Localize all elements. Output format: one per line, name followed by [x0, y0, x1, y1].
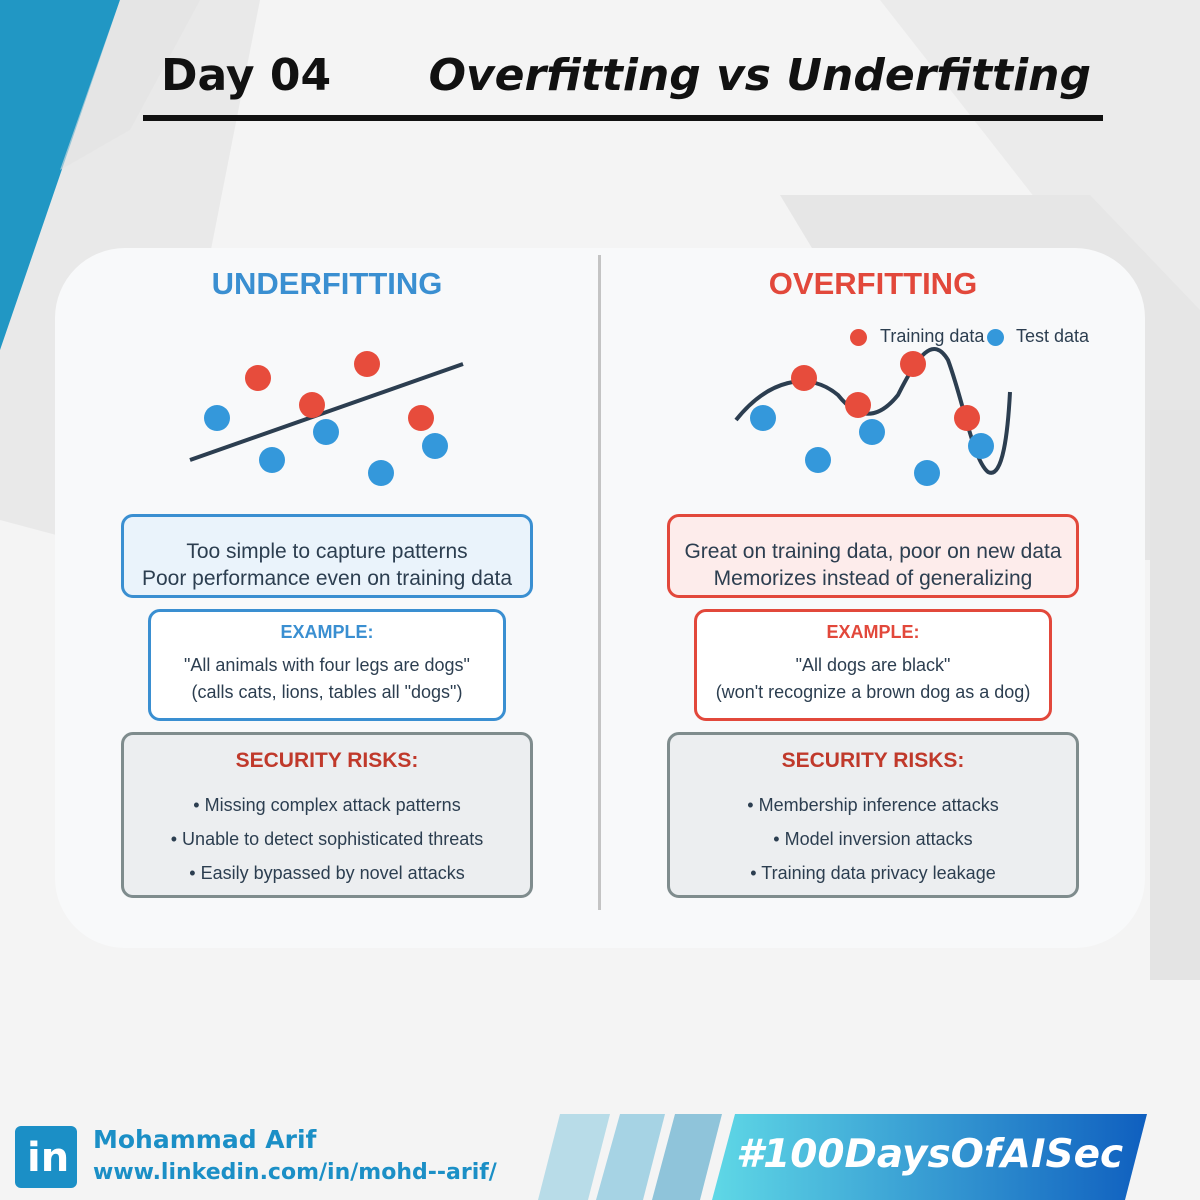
risk-item: • Training data privacy leakage — [750, 863, 996, 883]
overfitting-example: EXAMPLE: "All dogs are black" (won't rec… — [694, 609, 1052, 721]
training-point — [954, 405, 980, 431]
legend-test-label: Test data — [1016, 326, 1090, 346]
test-point — [750, 405, 776, 431]
test-point — [968, 433, 994, 459]
test-point — [313, 419, 339, 445]
description-line: Too simple to capture patterns — [186, 540, 468, 563]
overfitting-security-risks: SECURITY RISKS: • Membership inference a… — [667, 732, 1079, 898]
author-name: Mohammad Arif — [93, 1125, 317, 1154]
training-point — [408, 405, 434, 431]
test-point — [259, 447, 285, 473]
plot-legend: Training data Test data — [850, 325, 1100, 349]
test-data-legend-icon — [987, 329, 1004, 346]
training-point — [900, 351, 926, 377]
overfitting-title: OVERFITTING — [768, 266, 978, 301]
header: Day 04 Overfitting vs Underfitting — [145, 48, 1103, 114]
example-line: (won't recognize a brown dog as a dog) — [715, 682, 1031, 702]
test-point — [859, 419, 885, 445]
test-point — [914, 460, 940, 486]
overfitting-plot — [734, 347, 1012, 486]
underfitting-example: EXAMPLE: "All animals with four legs are… — [148, 609, 506, 721]
risks-heading: SECURITY RISKS: — [235, 749, 419, 772]
training-point — [299, 392, 325, 418]
overfitting-description: Great on training data, poor on new data… — [667, 514, 1079, 598]
linkedin-logo-icon[interactable]: in — [15, 1126, 77, 1188]
risk-item: • Missing complex attack patterns — [193, 795, 461, 815]
hashtag-banner: #100DaysOfAISec — [736, 1132, 1124, 1177]
test-point — [204, 405, 230, 431]
training-point — [845, 392, 871, 418]
description-line: Great on training data, poor on new data — [684, 540, 1062, 563]
day-label: Day 04 — [161, 50, 332, 101]
training-data-legend-icon — [850, 329, 867, 346]
title-underline — [143, 115, 1103, 121]
risk-item: • Model inversion attacks — [773, 829, 973, 849]
example-line: "All animals with four legs are dogs" — [184, 655, 470, 675]
column-divider — [598, 255, 601, 910]
risk-item: • Membership inference attacks — [747, 795, 999, 815]
training-point — [791, 365, 817, 391]
underfitting-security-risks: SECURITY RISKS: • Missing complex attack… — [121, 732, 533, 898]
underfitting-title: UNDERFITTING — [211, 266, 443, 301]
underfitting-description: Too simple to capture patterns Poor perf… — [121, 514, 533, 598]
page-title: Overfitting vs Underfitting — [428, 50, 1091, 101]
underfitting-plot — [189, 351, 464, 486]
description-line: Poor performance even on training data — [141, 567, 513, 590]
test-point — [805, 447, 831, 473]
overfitting-fit-curve — [734, 347, 1012, 475]
description-line: Memorizes instead of generalizing — [713, 567, 1033, 590]
profile-link[interactable]: www.linkedin.com/in/mohd--arif/ — [93, 1160, 497, 1185]
test-point — [368, 460, 394, 486]
training-point — [245, 365, 271, 391]
legend-training-label: Training data — [880, 326, 985, 346]
training-point — [354, 351, 380, 377]
example-heading: EXAMPLE: — [280, 622, 374, 642]
example-line: "All dogs are black" — [795, 655, 951, 675]
risks-heading: SECURITY RISKS: — [781, 749, 965, 772]
risk-item: • Unable to detect sophisticated threats — [170, 829, 484, 849]
example-line: (calls cats, lions, tables all "dogs") — [191, 682, 463, 702]
underfitting-fit-line — [189, 362, 464, 462]
test-point — [422, 433, 448, 459]
risk-item: • Easily bypassed by novel attacks — [189, 863, 465, 883]
linkedin-logo-text: in — [27, 1135, 70, 1181]
example-heading: EXAMPLE: — [826, 622, 920, 642]
